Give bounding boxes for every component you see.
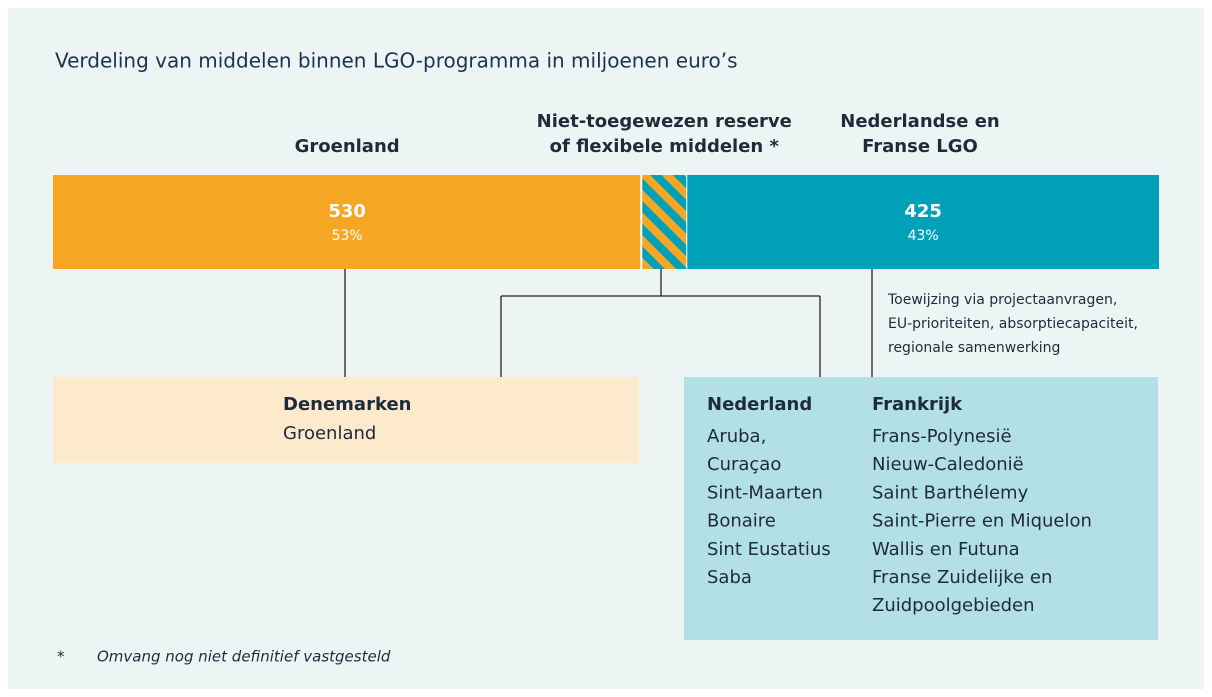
box-line: Nieuw-Caledonië	[872, 454, 1024, 475]
box-line: Saint-Pierre en Miquelon	[872, 511, 1092, 532]
box-line: Sint-Maarten	[707, 482, 823, 503]
box-denemarken	[53, 377, 639, 463]
annotation: regionale samenwerking	[888, 340, 1060, 356]
box-line: Saint Barthélemy	[872, 482, 1029, 503]
box-line: Frans-Polynesië	[872, 426, 1012, 447]
segment-label: Franse LGO	[862, 136, 978, 157]
segment-label: Niet-toegewezen reserve	[537, 111, 792, 132]
bar-segment	[641, 175, 688, 269]
segment-percent: 43%	[908, 228, 939, 244]
bar-segment	[53, 175, 642, 269]
box-lgo	[684, 377, 1158, 640]
box-line: Franse Zuidelijke en	[872, 567, 1052, 588]
annotation: Toewijzing via projectaanvragen,	[887, 292, 1117, 308]
segment-percent: 53%	[332, 228, 363, 244]
box-line: Zuidpoolgebieden	[872, 595, 1035, 616]
box-line: Sint Eustatius	[707, 539, 831, 560]
box-line: Saba	[707, 567, 752, 588]
box-heading: Denemarken	[283, 394, 411, 415]
bar-segment	[687, 175, 1159, 269]
box-line: Aruba,	[707, 426, 766, 447]
footnote-marker: *	[57, 648, 65, 666]
footnote-text: Omvang nog niet definitief vastgesteld	[97, 648, 391, 666]
box-line: Wallis en Futuna	[872, 539, 1020, 560]
box-heading: Nederland	[707, 394, 812, 415]
box-line: Groenland	[283, 423, 376, 444]
annotation: EU-prioriteiten, absorptiecapaciteit,	[888, 316, 1138, 332]
segment-label: of flexibele middelen *	[550, 136, 780, 157]
segment-value: 530	[328, 201, 366, 222]
connectors	[344, 269, 873, 377]
box-line: Bonaire	[707, 511, 776, 532]
segment-value: 425	[904, 201, 942, 222]
title: Verdeling van middelen binnen LGO-progra…	[55, 49, 738, 73]
segment-label: Groenland	[295, 136, 400, 157]
box-line: Curaçao	[707, 454, 781, 475]
box-heading: Frankrijk	[872, 394, 963, 415]
segment-label: Nederlandse en	[840, 111, 999, 132]
